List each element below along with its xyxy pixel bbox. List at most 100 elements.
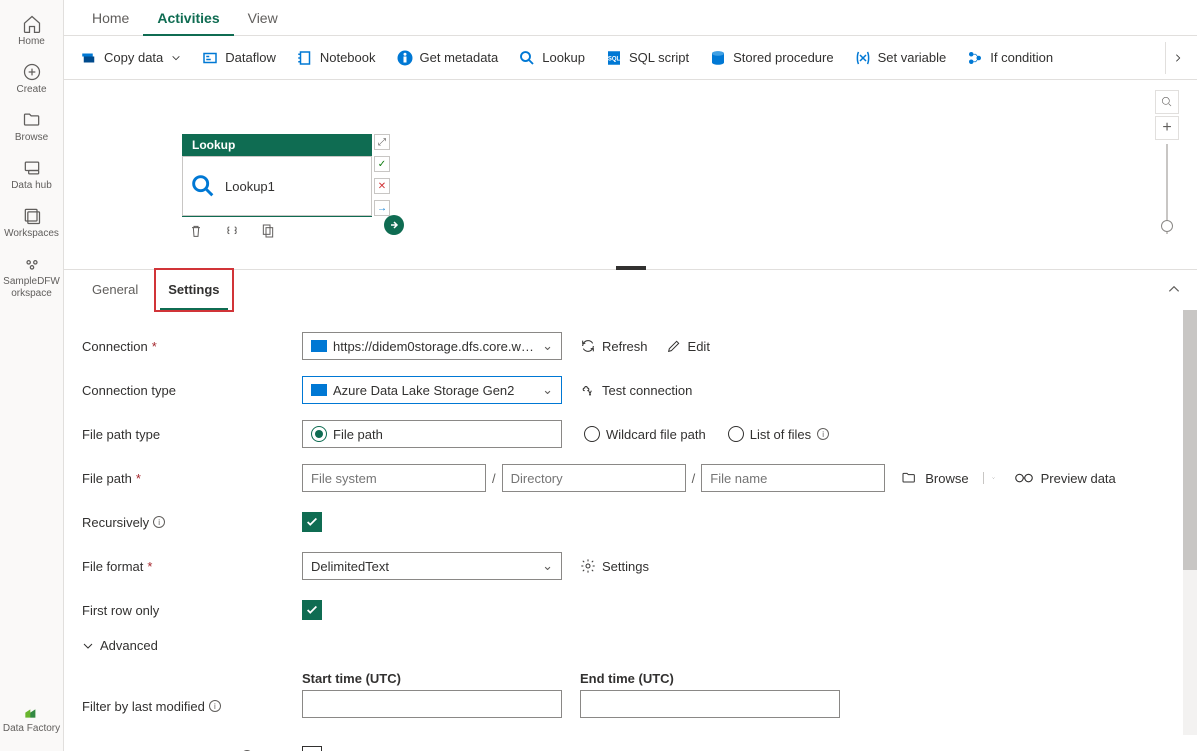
edit-icon	[666, 338, 682, 354]
chevron-right-icon	[1173, 53, 1183, 63]
datahub-icon	[22, 158, 42, 178]
fileformat-label: File format*	[82, 559, 302, 574]
tab-activities[interactable]: Activities	[143, 0, 233, 36]
node-actions	[182, 216, 372, 239]
ribbon-copy-data[interactable]: Copy data	[72, 42, 189, 74]
end-time-input[interactable]	[580, 690, 840, 718]
node-expand-icon[interactable]: ⤢	[374, 134, 390, 150]
advanced-toggle[interactable]: Advanced	[82, 638, 1179, 653]
chevron-down-icon[interactable]	[983, 472, 995, 484]
edit-button[interactable]: Edit	[666, 338, 710, 354]
rail-workspaces-label: Workspaces	[4, 228, 59, 240]
zoom-slider[interactable]	[1166, 144, 1168, 234]
conntype-label: Connection type	[82, 383, 302, 398]
ribbon-dataflow[interactable]: Dataflow	[193, 42, 284, 74]
preview-data-button[interactable]: Preview data	[1015, 471, 1116, 486]
zoom-in-button[interactable]: +	[1155, 116, 1179, 140]
collapse-panel-icon[interactable]	[1167, 282, 1181, 296]
chevron-down-icon: ⌄	[542, 382, 553, 398]
directory-input[interactable]	[502, 464, 686, 492]
chevron-down-icon: ⌄	[542, 338, 553, 354]
copy-icon[interactable]	[260, 223, 276, 239]
node-fail-icon[interactable]: ✕	[374, 178, 390, 194]
filesystem-input[interactable]	[302, 464, 486, 492]
properties-panel: General Settings Connection* https://did…	[64, 270, 1197, 751]
rail-home-label: Home	[18, 36, 45, 48]
ribbon-sql-script[interactable]: SQL SQL script	[597, 42, 697, 74]
gear-icon	[580, 558, 596, 574]
ribbon-get-metadata[interactable]: Get metadata	[388, 42, 507, 74]
rail-home[interactable]: Home	[2, 8, 62, 56]
workspaces-icon	[22, 206, 42, 226]
copy-data-icon	[80, 49, 98, 67]
rail-create[interactable]: Create	[2, 56, 62, 104]
filepathtype-radios: File path Wildcard file path List of fil…	[302, 420, 829, 448]
svg-text:SQL: SQL	[608, 56, 621, 62]
main: Home Activities View Copy data Dataflow …	[64, 0, 1197, 751]
ribbon-if-condition[interactable]: If condition	[958, 42, 1061, 74]
firstrow-checkbox[interactable]	[302, 600, 322, 620]
info-icon: i	[209, 700, 221, 712]
tab-home[interactable]: Home	[78, 0, 143, 36]
delete-icon[interactable]	[188, 223, 204, 239]
info-icon: i	[817, 428, 829, 440]
node-name: Lookup1	[225, 179, 275, 194]
pipeline-canvas[interactable]: Lookup Lookup1 ⤢ ✓ ✕ →	[64, 80, 1197, 270]
check-icon	[305, 603, 319, 617]
radio-file-path[interactable]: File path	[302, 420, 562, 448]
connection-select[interactable]: https://didem0storage.dfs.core.w… ⌄	[302, 332, 562, 360]
rail-workspaces[interactable]: Workspaces	[2, 200, 62, 248]
metadata-icon	[396, 49, 414, 67]
ribbon-lookup[interactable]: Lookup	[510, 42, 593, 74]
folder-icon	[22, 110, 42, 130]
conntype-select[interactable]: Azure Data Lake Storage Gen2 ⌄	[302, 376, 562, 404]
radio-list-files[interactable]: List of filesi	[728, 426, 829, 442]
format-settings-button[interactable]: Settings	[580, 558, 649, 574]
node-success-icon[interactable]: ✓	[374, 156, 390, 172]
scroll-thumb[interactable]	[1183, 310, 1197, 570]
rail-sample-workspace[interactable]: SampleDFW orkspace	[2, 248, 62, 308]
rail-browse-label: Browse	[15, 132, 48, 144]
ribbon-notebook[interactable]: Notebook	[288, 42, 384, 74]
preview-icon	[1015, 472, 1033, 484]
rail-foot-label: Data Factory	[3, 723, 60, 735]
zoom-knob[interactable]	[1161, 220, 1173, 232]
filter-label: Filter by last modifiedi	[82, 699, 302, 714]
top-tabs: Home Activities View	[64, 0, 1197, 36]
rail-data-factory[interactable]: Data Factory	[2, 695, 62, 743]
rail-browse[interactable]: Browse	[2, 104, 62, 152]
chevron-down-icon: ⌄	[542, 558, 553, 574]
node-status-icons: ⤢ ✓ ✕ →	[374, 134, 390, 216]
start-time-label: Start time (UTC)	[302, 671, 562, 686]
tab-view[interactable]: View	[234, 0, 292, 36]
recursively-checkbox[interactable]	[302, 512, 322, 532]
node-skip-icon[interactable]: →	[374, 200, 390, 216]
test-connection-button[interactable]: Test connection	[580, 382, 692, 398]
plus-circle-icon	[22, 62, 42, 82]
ribbon-stored-procedure[interactable]: Stored procedure	[701, 42, 841, 74]
ribbon-set-variable[interactable]: Set variable	[846, 42, 955, 74]
refresh-icon	[580, 338, 596, 354]
fileformat-select[interactable]: DelimitedText ⌄	[302, 552, 562, 580]
ribbon-scroll-right[interactable]	[1165, 42, 1189, 74]
activities-ribbon: Copy data Dataflow Notebook Get metadata…	[64, 36, 1197, 80]
rail-datahub[interactable]: Data hub	[2, 152, 62, 200]
arrow-right-icon	[388, 219, 400, 231]
activity-node-lookup[interactable]: Lookup Lookup1	[182, 134, 372, 239]
panel-tab-general[interactable]: General	[80, 270, 150, 310]
panel-tab-settings[interactable]: Settings	[160, 270, 227, 310]
radio-wildcard[interactable]: Wildcard file path	[584, 426, 706, 442]
refresh-button[interactable]: Refresh	[580, 338, 648, 354]
zoom-fit-button[interactable]	[1155, 90, 1179, 114]
filename-input[interactable]	[701, 464, 885, 492]
end-time-label: End time (UTC)	[580, 671, 840, 686]
browse-button[interactable]: Browse	[901, 470, 994, 486]
test-icon	[580, 382, 596, 398]
partitions-checkbox[interactable]	[302, 746, 322, 751]
data-factory-icon	[22, 701, 42, 721]
node-output-connector[interactable]	[384, 215, 404, 235]
code-icon[interactable]	[224, 223, 240, 239]
connection-label: Connection*	[82, 339, 302, 354]
start-time-input[interactable]	[302, 690, 562, 718]
vertical-scrollbar[interactable]	[1183, 310, 1197, 735]
